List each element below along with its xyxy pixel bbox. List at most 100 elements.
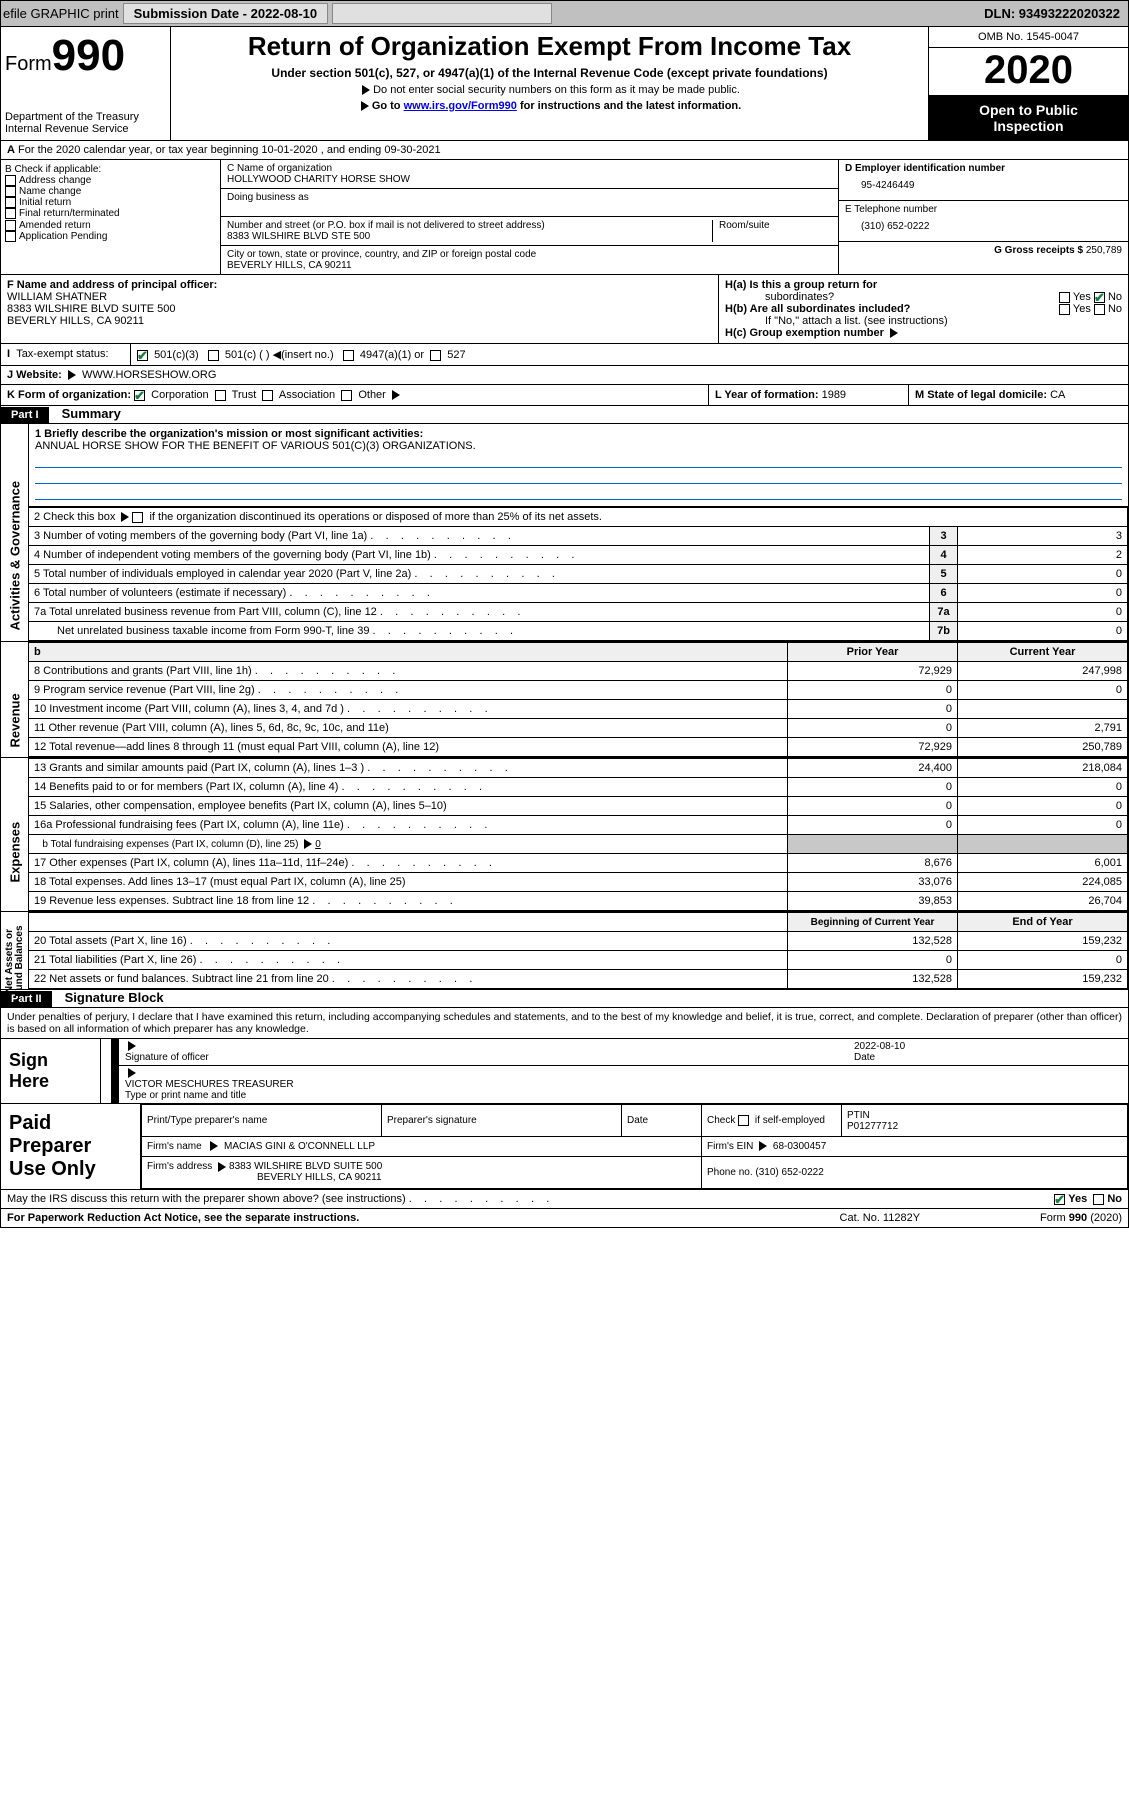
blank-button[interactable]	[332, 3, 552, 24]
dept-treasury: Department of the Treasury	[5, 111, 166, 123]
note-ssn: Do not enter social security numbers on …	[373, 84, 740, 96]
checkbox-ha-yes[interactable]	[1059, 292, 1070, 303]
gross-value: 250,789	[1086, 245, 1122, 256]
form-page: Form 990 (2020)	[1040, 1212, 1122, 1224]
val-13p: 24,400	[788, 759, 958, 778]
tax-year: 2020	[929, 48, 1128, 96]
val-20c: 159,232	[958, 932, 1128, 951]
header-right: OMB No. 1545-0047 2020 Open to PublicIns…	[928, 27, 1128, 140]
taxexempt-label: I Tax-exempt status:	[1, 344, 131, 365]
phone-value: (310) 652-0222	[845, 215, 1122, 238]
val-21p: 0	[788, 951, 958, 970]
expenses-table: 13 Grants and similar amounts paid (Part…	[29, 758, 1128, 911]
triangle-icon	[362, 85, 370, 95]
checkbox-discuss-yes[interactable]	[1054, 1194, 1065, 1205]
box-f: F Name and address of principal officer:…	[1, 275, 718, 343]
efile-label: efile GRAPHIC print	[3, 6, 119, 21]
note-goto-b: for instructions and the latest informat…	[517, 100, 741, 112]
dba-label: Doing business as	[227, 192, 832, 203]
checkbox-assoc[interactable]	[262, 390, 273, 401]
perjury-declaration: Under penalties of perjury, I declare th…	[0, 1008, 1129, 1039]
checkbox-initial[interactable]	[5, 197, 16, 208]
form990-link[interactable]: www.irs.gov/Form990	[404, 100, 517, 112]
room-suite: Room/suite	[712, 220, 832, 242]
box-d-e-g: D Employer identification number95-42464…	[838, 160, 1128, 274]
checkbox-hb-no[interactable]	[1094, 304, 1105, 315]
officer-addr1: 8383 WILSHIRE BLVD SUITE 500	[7, 303, 176, 315]
org-info-block: B Check if applicable: Address change Na…	[0, 160, 1129, 275]
year-formation: 1989	[822, 389, 846, 401]
part1-header: Part I Summary	[0, 406, 1129, 424]
val-9p: 0	[788, 681, 958, 700]
sig-date: 2022-08-10	[854, 1041, 905, 1052]
triangle-icon	[68, 370, 76, 380]
checkbox-discuss-no[interactable]	[1093, 1194, 1104, 1205]
checkbox-l2[interactable]	[132, 512, 143, 523]
klm-row: K Form of organization: Corporation Trus…	[0, 385, 1129, 406]
tax-exempt-row: I Tax-exempt status: 501(c)(3) 501(c) ( …	[0, 344, 1129, 366]
val-8c: 247,998	[958, 662, 1128, 681]
officer-addr2: BEVERLY HILLS, CA 90211	[7, 315, 144, 327]
preparer-block: Paid Preparer Use Only Print/Type prepar…	[0, 1104, 1129, 1190]
topbar: efile GRAPHIC print Submission Date - 20…	[0, 0, 1129, 27]
val-22p: 132,528	[788, 970, 958, 989]
checkbox-trust[interactable]	[215, 390, 226, 401]
val-14c: 0	[958, 778, 1128, 797]
vtab-revenue: Revenue	[1, 642, 29, 757]
sign-here-label: Sign Here	[1, 1039, 101, 1103]
checkbox-pending[interactable]	[5, 231, 16, 242]
checkbox-4947[interactable]	[343, 350, 354, 361]
part2-header: Part II Signature Block	[0, 990, 1129, 1008]
box-b: B Check if applicable: Address change Na…	[1, 160, 221, 274]
governance-section: Activities & Governance 1 Briefly descri…	[0, 424, 1129, 642]
checkbox-hb-yes[interactable]	[1059, 304, 1070, 315]
val-4: 2	[958, 546, 1128, 565]
val-9c: 0	[958, 681, 1128, 700]
vtab-netassets: Net Assets orFund Balances	[1, 912, 29, 989]
val-14p: 0	[788, 778, 958, 797]
val-21c: 0	[958, 951, 1128, 970]
officer-name: WILLIAM SHATNER	[7, 291, 107, 303]
checkbox-corp[interactable]	[134, 390, 145, 401]
checkbox-501c[interactable]	[208, 350, 219, 361]
checkbox-501c3[interactable]	[137, 350, 148, 361]
val-22c: 159,232	[958, 970, 1128, 989]
street-label: Number and street (or P.O. box if mail i…	[227, 220, 712, 231]
street-address: 8383 WILSHIRE BLVD STE 500	[227, 231, 712, 242]
checkbox-ha-no[interactable]	[1094, 292, 1105, 303]
val-16c: 0	[958, 816, 1128, 835]
city-label: City or town, state or province, country…	[227, 249, 832, 260]
val-19p: 39,853	[788, 892, 958, 911]
form-header: Form990 Department of the Treasury Inter…	[0, 27, 1129, 141]
val-6: 0	[958, 584, 1128, 603]
checkbox-selfemployed[interactable]	[738, 1115, 749, 1126]
submission-date-button[interactable]: Submission Date - 2022-08-10	[123, 3, 329, 24]
city-state: BEVERLY HILLS, CA 90211	[227, 260, 832, 271]
irs-label: Internal Revenue Service	[5, 123, 166, 135]
checkbox-address[interactable]	[5, 175, 16, 186]
val-18c: 224,085	[958, 873, 1128, 892]
state-domicile: CA	[1050, 389, 1065, 401]
val-18p: 33,076	[788, 873, 958, 892]
val-3: 3	[958, 527, 1128, 546]
netassets-table: Beginning of Current YearEnd of Year 20 …	[29, 912, 1128, 989]
val-10p: 0	[788, 700, 958, 719]
checkbox-final[interactable]	[5, 208, 16, 219]
checkbox-amended[interactable]	[5, 220, 16, 231]
revenue-table: bPrior YearCurrent Year 8 Contributions …	[29, 642, 1128, 757]
checkbox-other[interactable]	[341, 390, 352, 401]
checkbox-527[interactable]	[430, 350, 441, 361]
box-c: C Name of organizationHOLLYWOOD CHARITY …	[221, 160, 838, 274]
website-row: J Website: WWW.HORSESHOW.ORG	[0, 366, 1129, 385]
val-17p: 8,676	[788, 854, 958, 873]
website-url: WWW.HORSESHOW.ORG	[82, 369, 216, 381]
ein-value: 95-4246449	[845, 174, 1122, 197]
footer: For Paperwork Reduction Act Notice, see …	[0, 1209, 1129, 1228]
ein-label: D Employer identification number	[845, 163, 1005, 174]
org-name: HOLLYWOOD CHARITY HORSE SHOW	[227, 174, 832, 185]
val-19c: 26,704	[958, 892, 1128, 911]
open-inspection: Open to PublicInspection	[929, 96, 1128, 140]
revenue-section: Revenue bPrior YearCurrent Year 8 Contri…	[0, 642, 1129, 758]
val-15c: 0	[958, 797, 1128, 816]
checkbox-name[interactable]	[5, 186, 16, 197]
